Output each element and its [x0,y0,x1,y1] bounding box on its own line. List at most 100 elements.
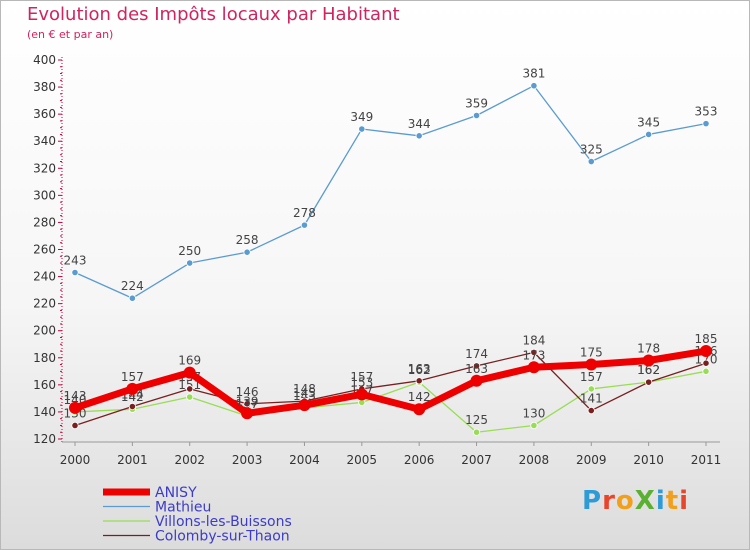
data-point-villons-les-buissons [186,393,194,401]
data-label-anisy: 175 [580,346,603,360]
data-label-anisy: 169 [178,354,201,368]
x-tick-label: 2001 [117,453,148,467]
data-label-mathieu: 325 [580,143,603,157]
logo-letter: t [665,486,680,516]
data-point-mathieu [128,294,136,302]
data-label-anisy: 178 [637,341,660,355]
data-point-mathieu [645,130,653,139]
data-point-mathieu [186,259,194,267]
data-point-anisy [183,366,196,379]
chart-subtitle: (en € et par an) [27,28,114,41]
data-label-anisy: 185 [695,332,718,346]
y-tick-label: 220 [33,297,56,311]
data-point-mathieu [587,157,595,166]
data-label-colomby-sur-thaon: 141 [580,392,603,406]
data-point-anisy [413,403,426,416]
x-tick-label: 2011 [691,453,722,467]
data-label-anisy: 143 [64,389,87,403]
data-point-anisy [126,382,139,395]
legend-label-villons-les-buissons: Villons-les-Buissons [155,514,292,530]
data-label-mathieu: 243 [64,254,87,268]
data-label-mathieu: 359 [465,96,488,110]
data-label-villons-les-buissons: 162 [637,363,660,377]
logo-letter: i [679,486,690,516]
data-point-colomby-sur-thaon [71,421,79,430]
data-point-anisy [298,399,311,412]
y-tick-label: 320 [33,161,56,175]
data-label-mathieu: 349 [350,110,373,124]
x-tick-label: 2000 [60,453,91,467]
data-point-villons-les-buissons [702,367,710,375]
data-label-anisy: 139 [236,394,259,408]
data-label-anisy: 173 [522,348,545,362]
data-point-colomby-sur-thaon [128,402,136,411]
data-label-mathieu: 353 [695,105,718,119]
y-tick-label: 360 [33,107,56,121]
series-line-mathieu [74,85,707,299]
x-tick-label: 2007 [461,453,492,467]
data-label-colomby-sur-thaon: 174 [465,347,488,361]
data-point-mathieu [530,82,538,90]
data-point-anisy [642,354,655,367]
data-point-villons-les-buissons [587,385,595,393]
data-point-mathieu [71,268,79,277]
data-label-colomby-sur-thaon: 157 [350,370,373,384]
x-tick-label: 2002 [174,453,205,467]
y-tick-label: 260 [33,243,56,257]
x-tick-label: 2004 [289,453,320,467]
data-label-colomby-sur-thaon: 162 [637,363,660,377]
data-point-colomby-sur-thaon [587,406,595,415]
data-label-mathieu: 258 [236,233,259,247]
data-label-villons-les-buissons: 170 [695,352,718,366]
data-label-mathieu: 224 [121,279,144,293]
y-tick-label: 300 [33,188,56,202]
data-point-mathieu [243,248,251,256]
data-point-anisy [69,401,81,414]
logo-letter: X [634,486,656,516]
data-label-mathieu: 345 [637,115,660,129]
data-point-colomby-sur-thaon [645,378,653,386]
data-label-anisy: 163 [465,362,488,376]
data-point-colomby-sur-thaon [472,362,481,370]
chart-title: Evolution des Impôts locaux par Habitant [27,4,400,25]
series-line-anisy [73,347,707,417]
data-point-villons-les-buissons [530,421,538,430]
data-label-mathieu: 381 [522,67,545,81]
data-point-anisy [700,345,712,358]
data-point-colomby-sur-thaon [415,377,423,385]
y-tick-label: 380 [33,80,56,94]
y-tick-label: 140 [33,405,56,419]
logo-letter: i [655,486,666,516]
data-point-colomby-sur-thaon [243,400,251,408]
y-tick-label: 400 [33,53,56,67]
y-tick-label: 200 [33,324,56,338]
x-tick-label: 2005 [347,453,378,467]
data-label-villons-les-buissons: 130 [522,406,545,420]
y-tick-label: 280 [33,215,56,229]
logo-letter: r [602,486,616,516]
data-point-mathieu [472,111,481,120]
data-label-anisy: 157 [121,370,144,384]
data-point-anisy [585,358,598,371]
x-tick-label: 2008 [519,453,550,467]
series-line-villons-les-buissons [74,370,707,433]
data-label-anisy: 153 [350,375,373,389]
legend-label-colomby-sur-thaon: Colomby-sur-Thaon [155,529,290,545]
y-tick-label: 180 [33,351,56,365]
y-tick-label: 340 [33,134,56,148]
x-tick-label: 2010 [633,453,664,467]
data-point-villons-les-buissons [472,428,481,436]
data-label-villons-les-buissons: 125 [465,413,488,427]
legend-label-mathieu: Mathieu [155,500,211,516]
x-tick-label: 2009 [576,453,607,467]
data-label-mathieu: 344 [408,117,431,131]
x-tick-label: 2006 [404,453,435,467]
data-label-colomby-sur-thaon: 184 [522,333,545,347]
series-line-colomby-sur-thaon [74,351,707,427]
data-label-villons-les-buissons: 162 [408,363,431,377]
data-point-mathieu [300,221,309,229]
x-tick-label: 2003 [232,453,263,467]
logo-letter: P [582,486,603,516]
data-point-anisy [527,361,540,374]
